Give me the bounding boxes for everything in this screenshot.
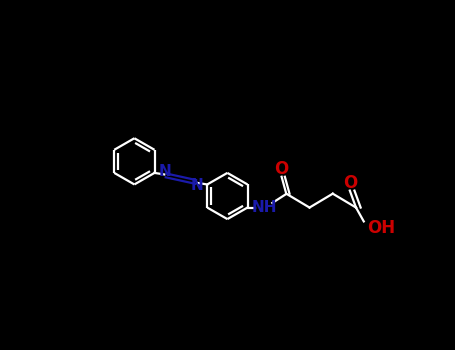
Text: O: O xyxy=(343,174,357,192)
Text: O: O xyxy=(274,160,289,178)
Text: N: N xyxy=(190,178,203,194)
Text: OH: OH xyxy=(367,218,395,237)
Text: NH: NH xyxy=(252,200,277,215)
Text: N: N xyxy=(159,164,172,179)
